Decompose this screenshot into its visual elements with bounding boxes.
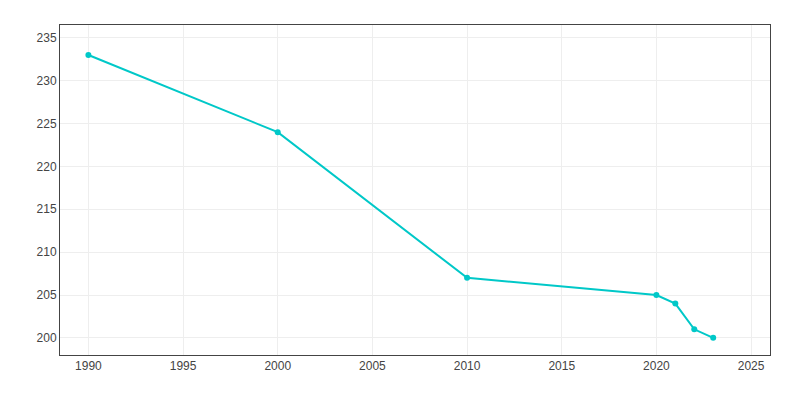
svg-text:215: 215 [37,202,57,216]
svg-text:225: 225 [37,117,57,131]
svg-text:210: 210 [37,245,57,259]
svg-text:200: 200 [37,331,57,345]
svg-text:205: 205 [37,288,57,302]
svg-text:2010: 2010 [454,359,481,373]
svg-text:2005: 2005 [359,359,386,373]
svg-text:235: 235 [37,31,57,45]
svg-text:2015: 2015 [548,359,575,373]
svg-text:1995: 1995 [170,359,197,373]
svg-text:230: 230 [37,74,57,88]
svg-text:2025: 2025 [738,359,765,373]
svg-text:1990: 1990 [75,359,102,373]
svg-text:220: 220 [37,160,57,174]
svg-text:2000: 2000 [264,359,291,373]
svg-text:2020: 2020 [643,359,670,373]
